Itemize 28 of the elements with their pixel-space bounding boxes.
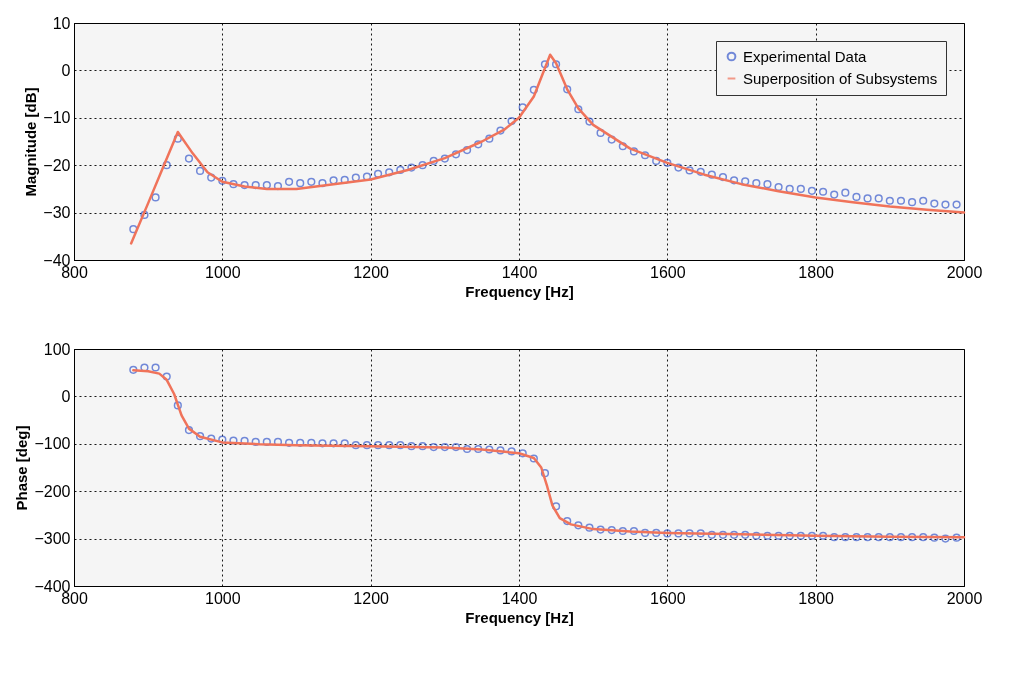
x-tick-label: 1400 [501, 589, 538, 607]
y-axis-title: Phase [deg] [13, 425, 31, 511]
x-tick-label: 1000 [205, 589, 241, 607]
x-tick-label: 1600 [650, 263, 686, 281]
x-tick-label: 2000 [946, 589, 983, 607]
x-tick-label: 1200 [353, 263, 390, 281]
y-tick-label: 10 [52, 14, 71, 32]
x-axis-title: Frequency [Hz] [465, 282, 574, 300]
y-axis-title: Magnitude [dB] [22, 87, 40, 197]
x-axis-title: Frequency [Hz] [465, 608, 574, 626]
x-tick-label: 1200 [353, 589, 390, 607]
x-tick-label: 1000 [205, 263, 241, 281]
y-tick-label: −100 [34, 435, 71, 453]
y-tick-label: 0 [61, 387, 71, 405]
legend-label: Superposition of Subsystems [743, 69, 938, 87]
y-tick-label: −10 [43, 109, 71, 127]
y-tick-label: −20 [43, 156, 71, 174]
x-tick-label: 1600 [650, 589, 686, 607]
x-tick-label: 2000 [946, 263, 983, 281]
y-tick-label: −200 [34, 482, 71, 500]
x-tick-label: 1400 [501, 263, 538, 281]
y-tick-label: 0 [61, 61, 71, 79]
y-tick-label: 100 [43, 340, 71, 358]
x-tick-label: 1800 [798, 263, 835, 281]
y-tick-label: −30 [43, 204, 71, 222]
x-tick-label: 1800 [798, 589, 835, 607]
y-tick-label: −300 [34, 530, 71, 548]
legend-label: Experimental Data [743, 47, 868, 65]
